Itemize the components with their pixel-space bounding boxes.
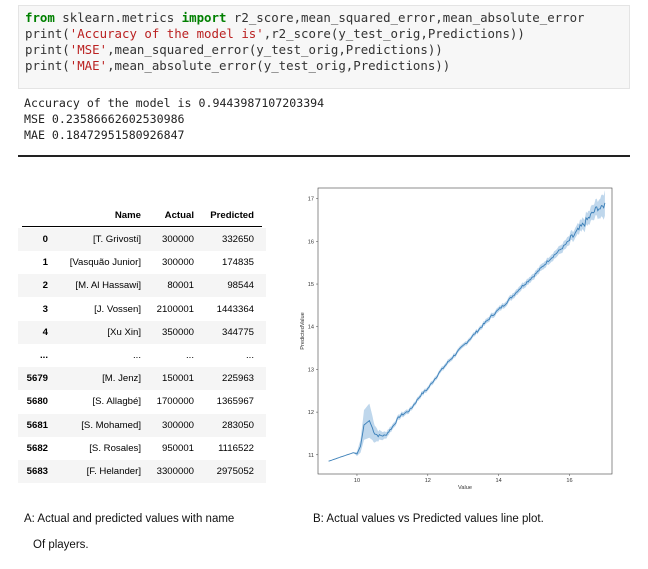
y-tick-label: 14 (308, 325, 314, 331)
cell-name: [Vasquão Junior] (69, 257, 141, 269)
cell-name: [F. Helander] (86, 466, 141, 477)
cell-name: [S. Allagbé] (92, 396, 141, 408)
row-stripe (18, 413, 266, 437)
cell-predicted: 1116522 (218, 442, 254, 454)
row-index: 5682 (26, 442, 48, 454)
print-call: print( (25, 26, 70, 41)
cell-predicted: 98544 (227, 280, 254, 292)
cell-actual: 2100001 (156, 303, 194, 315)
row-index: 4 (42, 326, 48, 338)
series-line (328, 202, 606, 462)
cell-name: [J. Vossen] (94, 303, 141, 315)
cell-actual: 150001 (161, 373, 194, 385)
print-call: print( (25, 42, 70, 57)
imported-names: r2_score,mean_squared_error,mean_absolut… (226, 10, 585, 25)
cell-name: [M. Al Hassawi] (75, 280, 141, 292)
cell-name: ... (133, 350, 141, 361)
row-index: 5683 (26, 466, 48, 477)
header-rule (22, 226, 262, 227)
cell-actual: 300000 (161, 257, 194, 269)
x-tick-label: 16 (566, 478, 572, 484)
cell-actual: 3300000 (156, 466, 194, 477)
confidence-band (328, 190, 605, 462)
code-line-print-mae: print('MAE',mean_absolute_error(y_test_o… (25, 58, 450, 74)
cell-name: [S. Rosales] (89, 442, 141, 454)
column-header-name: Name (114, 210, 141, 221)
cell-actual: 950001 (161, 442, 194, 454)
x-tick-label: 10 (354, 478, 360, 484)
row-index: 5679 (26, 373, 48, 385)
caption-a: A: Actual and predicted values with name (24, 513, 235, 525)
line-plot-svg: 11 12 13 14 15 16 17 10 12 14 16 Value PredictedValu… (300, 187, 613, 491)
section-divider (18, 155, 630, 157)
keyword-import: import (181, 10, 227, 25)
row-index: 3 (42, 303, 48, 315)
string-literal: 'Accuracy of the model is' (69, 26, 264, 41)
x-tick-label: 14 (496, 478, 502, 484)
row-index: 1 (42, 257, 48, 269)
row-index: 5680 (26, 396, 48, 408)
string-literal: 'MSE' (69, 42, 108, 57)
code-line-print-mse: print('MSE',mean_squared_error(y_test_or… (25, 42, 443, 58)
row-index: ... (40, 350, 48, 361)
row-stripe (18, 320, 266, 344)
cell-name: [S. Mohamed] (81, 419, 141, 431)
column-header-actual: Actual (164, 210, 194, 221)
row-stripe (18, 274, 266, 298)
predictions-dataframe: Name Actual Predicted 0 [T. Grivosti] 300000 3… (18, 200, 266, 496)
module-name: sklearn.metrics (54, 10, 182, 25)
cell-predicted: 2975052 (216, 466, 254, 477)
cell-actual: 80001 (167, 280, 194, 292)
y-tick-label: 16 (308, 239, 314, 245)
print-call: print( (25, 58, 70, 73)
cell-predicted: 174835 (221, 257, 254, 269)
output-mse: MSE 0.23586662602530986 (24, 112, 185, 126)
cell-actual: 350000 (161, 326, 194, 338)
cell-actual: 1700000 (156, 396, 194, 408)
code-cell[interactable]: from sklearn.metrics import r2_score,mea… (18, 5, 630, 89)
caption-a-continued: Of players. (33, 539, 89, 551)
cell-predicted: 283050 (221, 419, 254, 431)
row-index: 0 (42, 234, 48, 245)
row-index: 2 (42, 280, 48, 292)
cell-predicted: ... (246, 350, 254, 361)
y-tick-label: 15 (308, 282, 314, 288)
string-literal: 'MAE' (69, 58, 108, 73)
cell-predicted: 332650 (221, 234, 254, 245)
cell-predicted: 344775 (221, 326, 254, 338)
row-stripe (18, 367, 266, 391)
row-stripe (18, 460, 266, 483)
row-stripe (18, 228, 266, 251)
caption-b: B: Actual values vs Predicted values lin… (313, 513, 544, 525)
plot-frame (317, 187, 613, 475)
cell-actual: ... (186, 350, 194, 361)
row-index: 5681 (26, 419, 48, 431)
y-tick-label: 17 (308, 197, 314, 203)
cell-name: [Xu Xin] (107, 326, 141, 338)
y-tick-label: 12 (308, 410, 314, 416)
cell-predicted: 1365967 (216, 396, 254, 408)
cell-actual: 300000 (161, 419, 194, 431)
output-accuracy: Accuracy of the model is 0.9443987107203… (24, 96, 325, 110)
keyword-from: from (25, 10, 55, 25)
y-axis-label: PredictedValue (300, 312, 306, 350)
code-line-print-accuracy: print('Accuracy of the model is',r2_scor… (25, 26, 525, 42)
print-args: ,mean_squared_error(y_test_orig,Predicti… (107, 42, 443, 57)
cell-predicted: 1443364 (216, 303, 254, 315)
line-plot: 11 12 13 14 15 16 17 10 12 14 16 Value PredictedValu… (296, 184, 620, 494)
output-mae: MAE 0.18472951580926847 (24, 128, 185, 142)
print-args: ,r2_score(y_test_orig,Predictions)) (263, 26, 525, 41)
column-header-predicted: Predicted (210, 210, 254, 221)
cell-predicted: 225963 (221, 373, 254, 385)
print-args: ,mean_absolute_error(y_test_orig,Predict… (107, 58, 451, 73)
y-tick-label: 13 (308, 367, 314, 373)
cell-actual: 300000 (161, 234, 194, 245)
cell-name: [T. Grivosti] (93, 234, 141, 245)
x-tick-label: 12 (425, 478, 431, 484)
code-line-import: from sklearn.metrics import r2_score,mea… (25, 10, 585, 26)
y-tick-label: 11 (308, 453, 314, 459)
cell-name: [M. Jenz] (102, 373, 141, 385)
x-axis-label: Value (458, 485, 472, 491)
